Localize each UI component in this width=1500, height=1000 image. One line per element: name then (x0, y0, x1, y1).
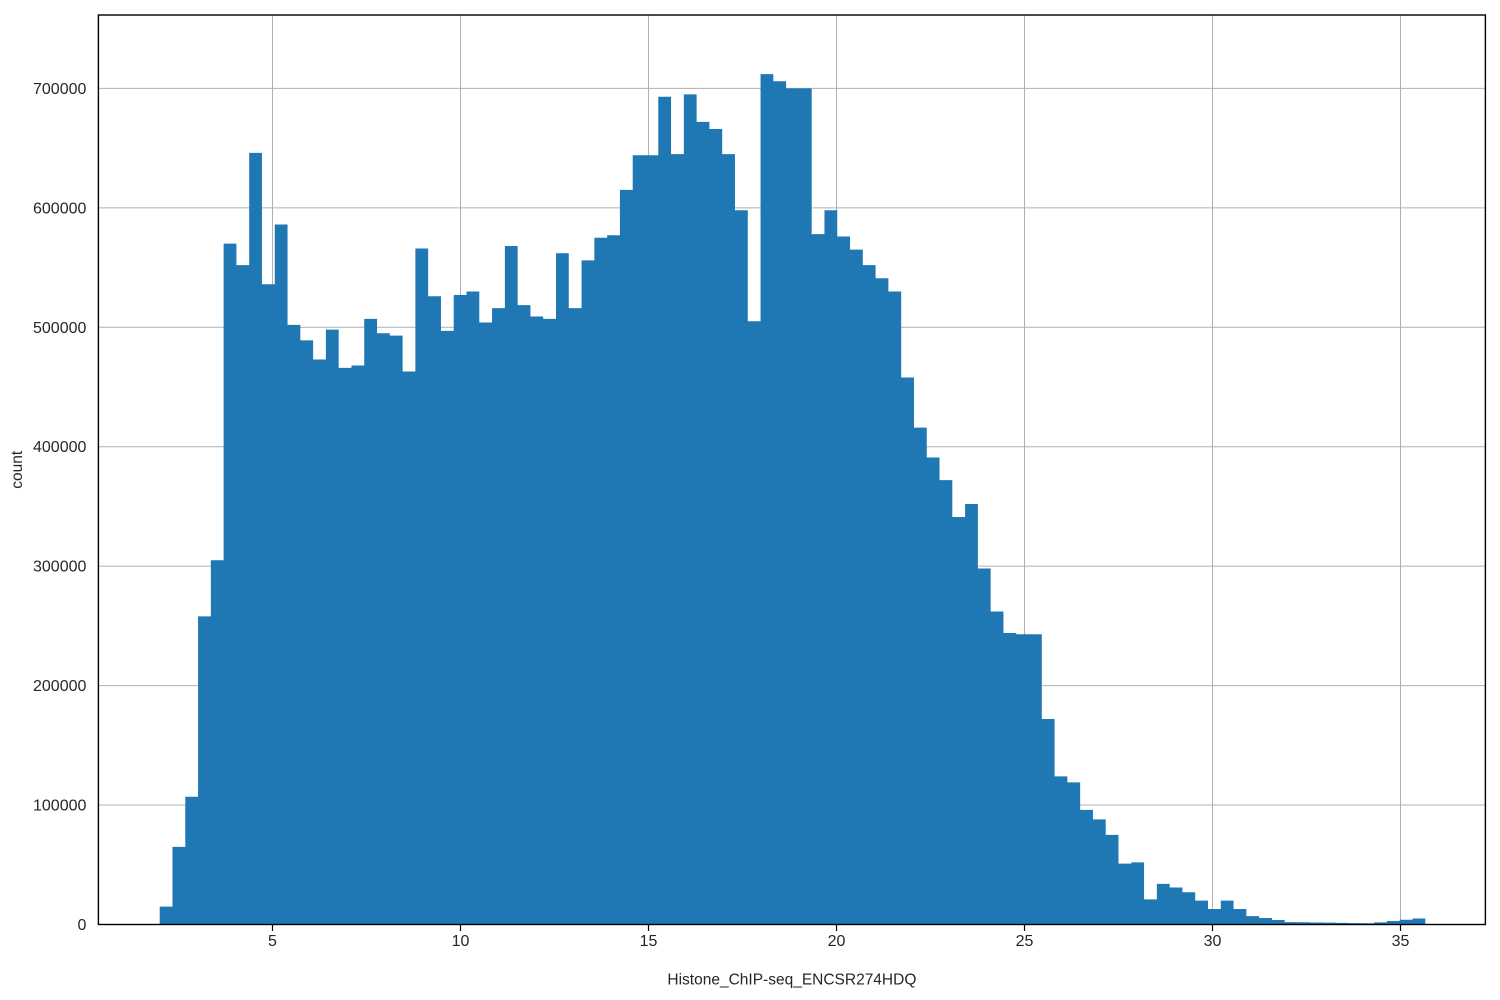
svg-text:Histone_ChIP-seq_ENCSR274HDQ: Histone_ChIP-seq_ENCSR274HDQ (667, 972, 916, 989)
svg-text:count: count (9, 450, 26, 489)
svg-text:25: 25 (1016, 933, 1034, 950)
svg-text:20: 20 (828, 933, 846, 950)
svg-text:15: 15 (640, 933, 658, 950)
svg-text:400000: 400000 (33, 439, 86, 456)
svg-text:500000: 500000 (33, 320, 86, 337)
svg-text:200000: 200000 (33, 678, 86, 695)
svg-text:10: 10 (452, 933, 470, 950)
svg-text:300000: 300000 (33, 559, 86, 576)
svg-text:35: 35 (1392, 933, 1410, 950)
svg-text:30: 30 (1204, 933, 1222, 950)
svg-text:700000: 700000 (33, 81, 86, 98)
svg-text:5: 5 (268, 933, 277, 950)
svg-text:600000: 600000 (33, 200, 86, 217)
svg-text:0: 0 (77, 917, 86, 934)
svg-text:100000: 100000 (33, 798, 86, 815)
